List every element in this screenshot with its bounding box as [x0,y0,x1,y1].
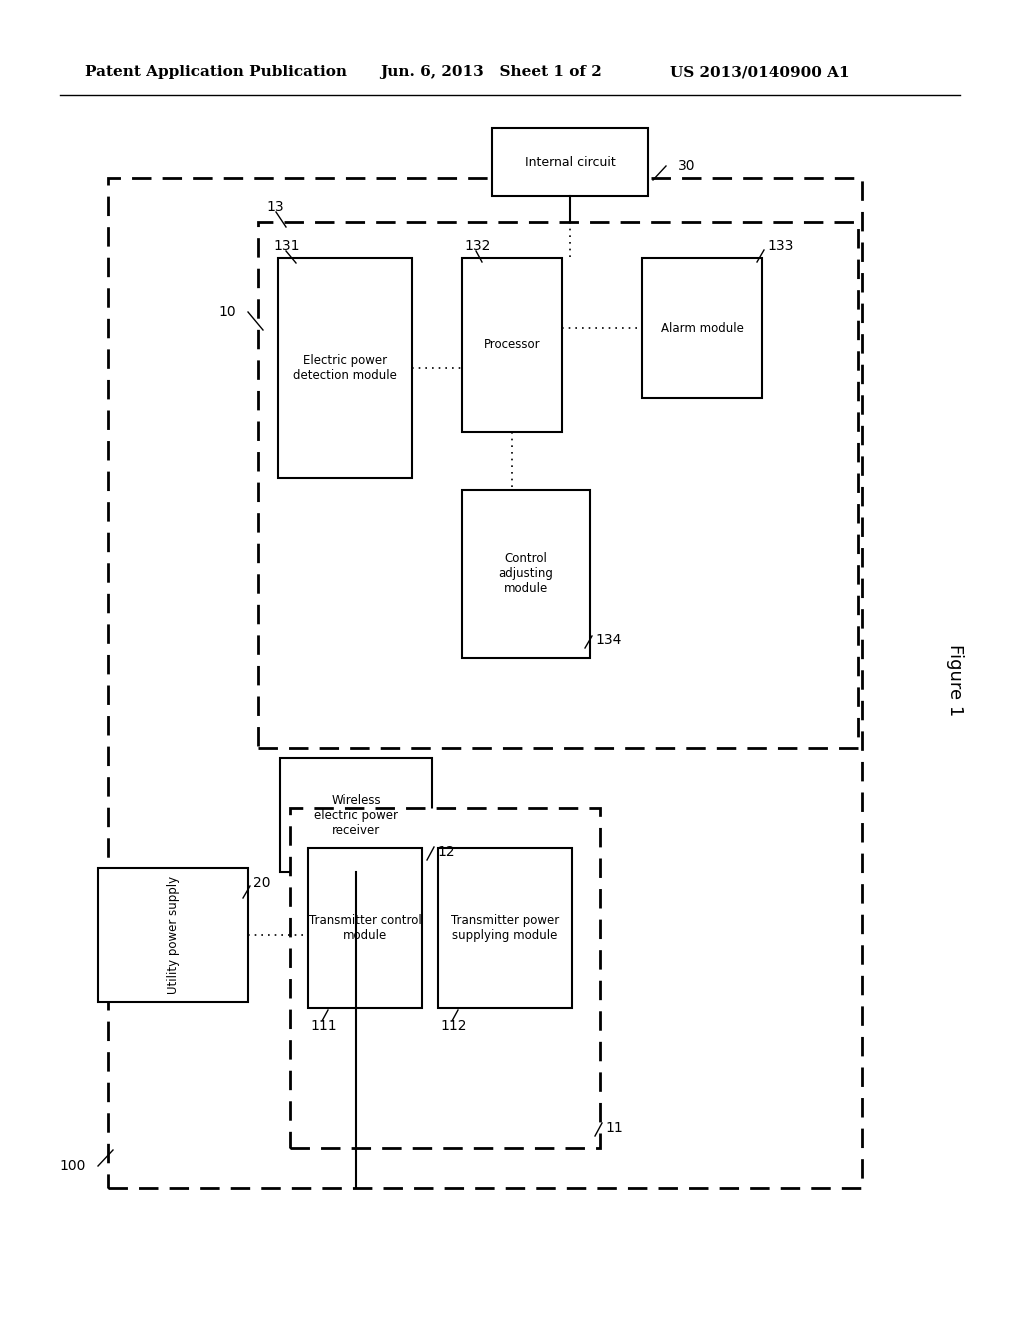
Text: 100: 100 [59,1159,86,1173]
Text: Alarm module: Alarm module [660,322,743,334]
Text: Jun. 6, 2013   Sheet 1 of 2: Jun. 6, 2013 Sheet 1 of 2 [380,65,602,79]
Bar [108,178,862,1188]
Bar [492,128,648,195]
Text: Processor: Processor [483,338,541,351]
Text: 111: 111 [310,1019,337,1034]
Text: Electric power
detection module: Electric power detection module [293,354,397,381]
Text: Transmitter power
supplying module: Transmitter power supplying module [451,913,559,942]
Text: 11: 11 [605,1121,623,1135]
Bar [438,847,572,1008]
Bar [308,847,422,1008]
Text: 134: 134 [595,634,622,647]
Bar [280,758,432,873]
Text: 12: 12 [437,845,455,859]
Bar [278,257,412,478]
Text: Wireless
electric power
receiver: Wireless electric power receiver [314,793,398,837]
Text: Internal circuit: Internal circuit [524,156,615,169]
Bar [290,808,600,1148]
Text: 133: 133 [767,239,794,253]
Bar [462,257,562,432]
Bar [462,490,590,657]
Text: 20: 20 [253,876,270,890]
Text: Control
adjusting
module: Control adjusting module [499,553,553,595]
Text: US 2013/0140900 A1: US 2013/0140900 A1 [670,65,850,79]
Bar [98,869,248,1002]
Bar [258,222,858,748]
Text: 30: 30 [678,158,695,173]
Bar [642,257,762,399]
Text: Utility power supply: Utility power supply [167,876,179,994]
Text: Figure 1: Figure 1 [946,644,964,717]
Text: 132: 132 [464,239,490,253]
Text: 13: 13 [266,201,284,214]
Text: Transmitter control
module: Transmitter control module [308,913,421,942]
Text: 10: 10 [218,305,236,319]
Text: 112: 112 [440,1019,467,1034]
Text: 131: 131 [273,239,299,253]
Text: Patent Application Publication: Patent Application Publication [85,65,347,79]
